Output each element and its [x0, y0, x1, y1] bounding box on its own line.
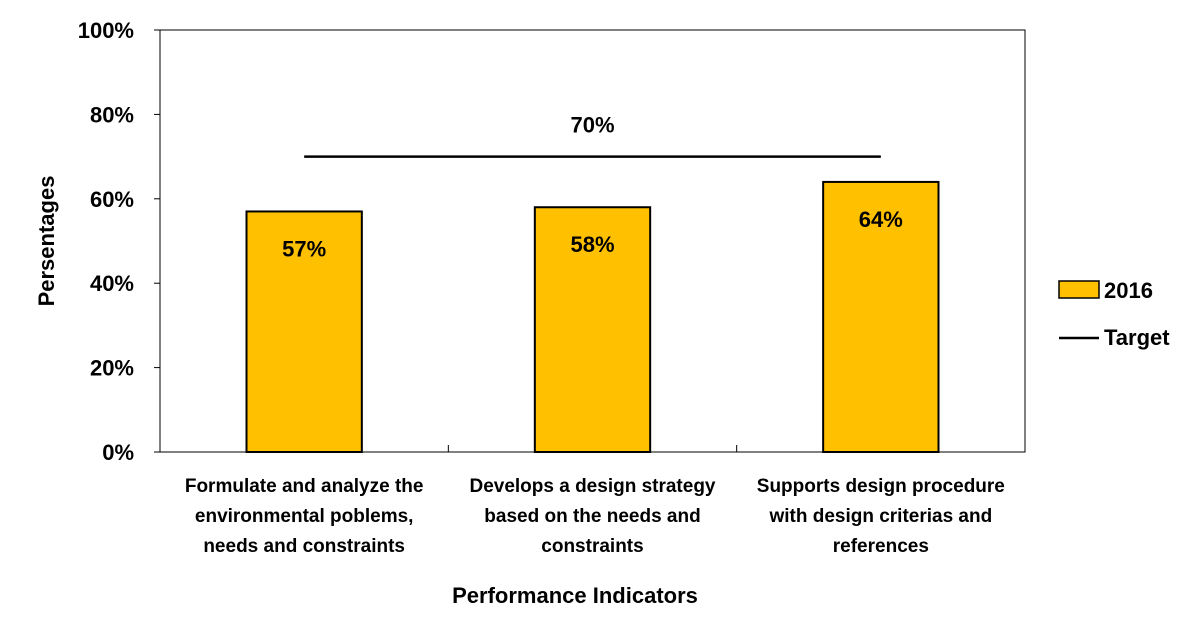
x-tick-label: constraints [541, 536, 643, 557]
bar [245, 210, 363, 453]
y-tick-label: 60% [90, 187, 134, 212]
y-tick-label: 40% [90, 271, 134, 296]
x-tick-label: Supports design procedure [757, 476, 1005, 497]
legend: 2016 Target [1058, 278, 1170, 350]
bar-data-label: 57% [282, 236, 326, 261]
y-tick-label: 100% [78, 18, 134, 43]
x-axis-title: Performance Indicators [452, 583, 698, 608]
bar-data-label: 58% [570, 232, 614, 257]
category-labels: Formulate and analyze the environmental p… [185, 476, 1005, 557]
bar-series: 57% 58% 64% [245, 180, 940, 453]
y-tick-label: 20% [90, 356, 134, 381]
bar-data-label: 64% [859, 207, 903, 232]
x-tick-label: Develops a design strategy [469, 476, 715, 497]
x-tick-label: references [833, 536, 929, 557]
x-tick-label: based on the needs and [484, 506, 700, 527]
x-tick-label: Formulate and analyze the [185, 476, 424, 497]
x-axis [159, 445, 1026, 452]
y-tick-label: 0% [102, 440, 134, 465]
legend-swatch-2016 [1058, 280, 1100, 299]
legend-label-2016: 2016 [1104, 278, 1153, 303]
x-tick-label: needs and constraints [203, 536, 405, 557]
x-tick-label: with design criterias and [768, 506, 992, 527]
bar [822, 180, 940, 453]
x-tick-label: environmental poblems, [195, 506, 414, 527]
target-series: 70% [304, 113, 881, 158]
y-axis: 0% 20% 40% 60% 80% 100% [78, 18, 160, 465]
y-tick-label: 80% [90, 102, 134, 127]
target-data-label: 70% [570, 113, 614, 138]
bar [533, 206, 652, 453]
y-axis-title: Persentages [34, 176, 59, 307]
legend-label-target: Target [1104, 325, 1170, 350]
